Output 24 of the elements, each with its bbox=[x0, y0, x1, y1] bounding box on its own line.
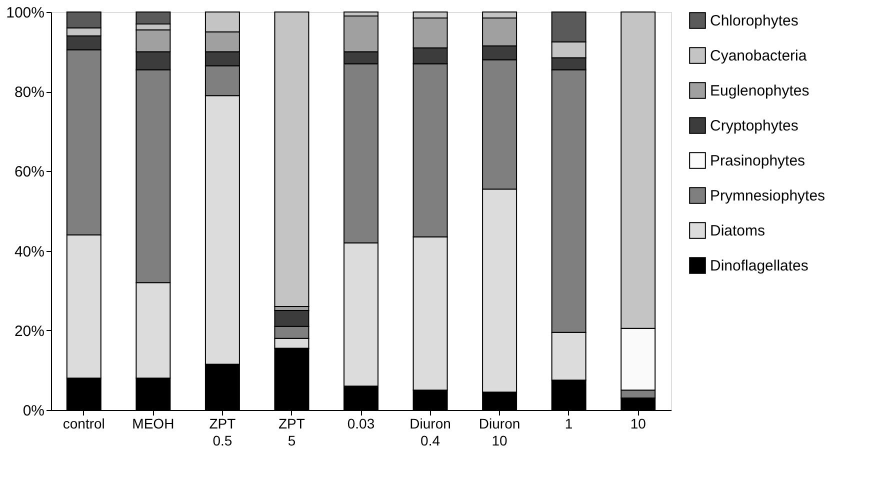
x-tick-label: Diuron 10 bbox=[478, 416, 520, 448]
x-tick-label: ZPT 0.5 bbox=[209, 416, 236, 448]
bar bbox=[274, 12, 310, 308]
y-tick-label: 60% bbox=[14, 164, 44, 181]
x-tick-label: MEOH bbox=[132, 416, 174, 432]
x-tick-label: control bbox=[62, 416, 105, 432]
y-tick-label: 20% bbox=[14, 322, 44, 340]
legend-label: Dinoflagellates bbox=[710, 258, 808, 274]
y-tick-label: 100% bbox=[6, 4, 44, 22]
x-tick-label: ZPT 5 bbox=[278, 416, 306, 448]
y-tick-label: 0% bbox=[22, 402, 44, 420]
legend-label: Diatoms bbox=[710, 222, 766, 240]
x-tick-label: 0.03 bbox=[347, 416, 375, 432]
legend-label: Chlorophytes bbox=[710, 12, 798, 30]
x-tick-label: Diuron 0.4 bbox=[410, 416, 451, 448]
legend-label: Cryptophytes bbox=[710, 118, 798, 134]
y-tick-label: 40% bbox=[14, 243, 44, 260]
legend-label: Euglenophytes bbox=[710, 82, 810, 100]
legend-label: Cyanobacteria bbox=[710, 48, 808, 64]
y-tick-label: 80% bbox=[14, 84, 44, 102]
x-tick-label: 1 bbox=[564, 416, 573, 432]
legend-label: Prymnesiophytes bbox=[710, 188, 826, 204]
x-tick-label: 10 bbox=[630, 416, 646, 432]
legend-label: Prasinophytes bbox=[710, 152, 806, 170]
